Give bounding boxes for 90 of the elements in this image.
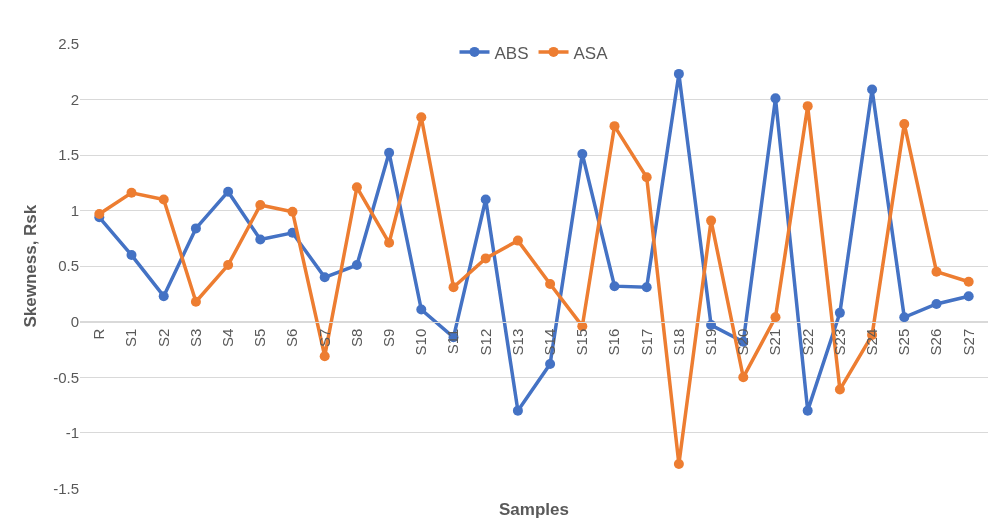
x-tick-label: S21 — [766, 328, 784, 356]
point — [126, 250, 137, 261]
point — [802, 101, 813, 112]
x-tick-label: S9 — [379, 328, 397, 348]
x-tick-label: S6 — [283, 328, 301, 348]
point — [545, 278, 556, 289]
point — [609, 121, 620, 132]
point — [545, 358, 556, 369]
point — [834, 307, 845, 318]
x-tick-label: S5 — [251, 328, 269, 348]
point — [512, 405, 523, 416]
legend-label: ASA — [573, 43, 609, 63]
point — [963, 291, 974, 302]
y-tick-label: 0.5 — [58, 257, 79, 275]
point — [448, 282, 459, 293]
x-tick-label: S23 — [830, 328, 848, 356]
y-tick-label: 1 — [70, 201, 79, 219]
x-tick-label: S22 — [798, 328, 816, 356]
point — [673, 68, 684, 79]
y-tick-label: 0 — [70, 312, 79, 330]
legend-label: ABS — [494, 43, 529, 63]
y-tick-label: 1.5 — [58, 146, 79, 164]
point — [931, 266, 942, 277]
x-tick-label: S17 — [637, 328, 655, 356]
point — [255, 200, 266, 211]
point — [319, 351, 330, 362]
x-tick-label: S1 — [122, 328, 140, 348]
point — [931, 298, 942, 309]
y-tick-label: 2 — [70, 90, 79, 108]
point — [190, 223, 201, 234]
point — [480, 253, 491, 264]
y-tick-label: 2.5 — [58, 35, 79, 53]
point — [673, 458, 684, 469]
point — [641, 172, 652, 183]
point — [190, 296, 201, 307]
point — [126, 187, 137, 198]
point — [770, 312, 781, 323]
y-tick-label: -1 — [65, 424, 79, 442]
x-tick-label: S26 — [927, 328, 945, 356]
x-tick-label: S16 — [605, 328, 623, 356]
point — [223, 186, 234, 197]
x-tick-label: S15 — [573, 328, 591, 356]
point — [770, 93, 781, 104]
point — [834, 384, 845, 395]
y-axis-title: Skewness, Rsk — [21, 204, 40, 328]
point — [867, 84, 878, 95]
x-tick-label: S24 — [862, 328, 880, 356]
point — [384, 237, 395, 248]
x-axis-title: Samples — [499, 500, 569, 519]
x-tick-label: S18 — [669, 328, 687, 356]
point — [384, 147, 395, 158]
x-tick-label: S27 — [959, 328, 977, 356]
point — [512, 235, 523, 246]
point — [158, 194, 169, 205]
point — [287, 206, 298, 217]
x-tick-label: S2 — [154, 328, 172, 348]
x-tick-label: S4 — [218, 328, 236, 348]
point — [641, 282, 652, 293]
point — [899, 118, 910, 129]
x-tick-label: S11 — [444, 328, 462, 355]
x-tick-label: R — [90, 328, 108, 340]
x-tick-label: S8 — [347, 328, 365, 348]
point — [609, 281, 620, 292]
point — [963, 276, 974, 287]
point — [255, 234, 266, 245]
point — [158, 291, 169, 302]
point — [480, 194, 491, 205]
x-tick-label: S10 — [412, 328, 430, 356]
x-tick-label: S3 — [186, 328, 204, 348]
point — [416, 304, 427, 315]
x-tick-label: S12 — [476, 328, 494, 356]
x-tick-label: S14 — [540, 328, 558, 356]
point — [351, 260, 362, 271]
point — [577, 148, 588, 159]
point — [899, 312, 910, 323]
point — [738, 372, 749, 383]
point — [351, 182, 362, 193]
point — [706, 215, 717, 226]
y-tick-label: -0.5 — [53, 368, 79, 386]
point — [319, 272, 330, 283]
x-tick-label: S19 — [701, 328, 719, 356]
x-tick-label: S7 — [315, 328, 333, 348]
point — [802, 405, 813, 416]
x-tick-label: S20 — [734, 328, 752, 356]
y-tick-label: -1.5 — [53, 479, 79, 497]
point — [416, 112, 427, 123]
x-tick-label: S25 — [895, 328, 913, 356]
point — [94, 208, 105, 219]
x-tick-label: S13 — [508, 328, 526, 356]
point — [223, 260, 234, 271]
